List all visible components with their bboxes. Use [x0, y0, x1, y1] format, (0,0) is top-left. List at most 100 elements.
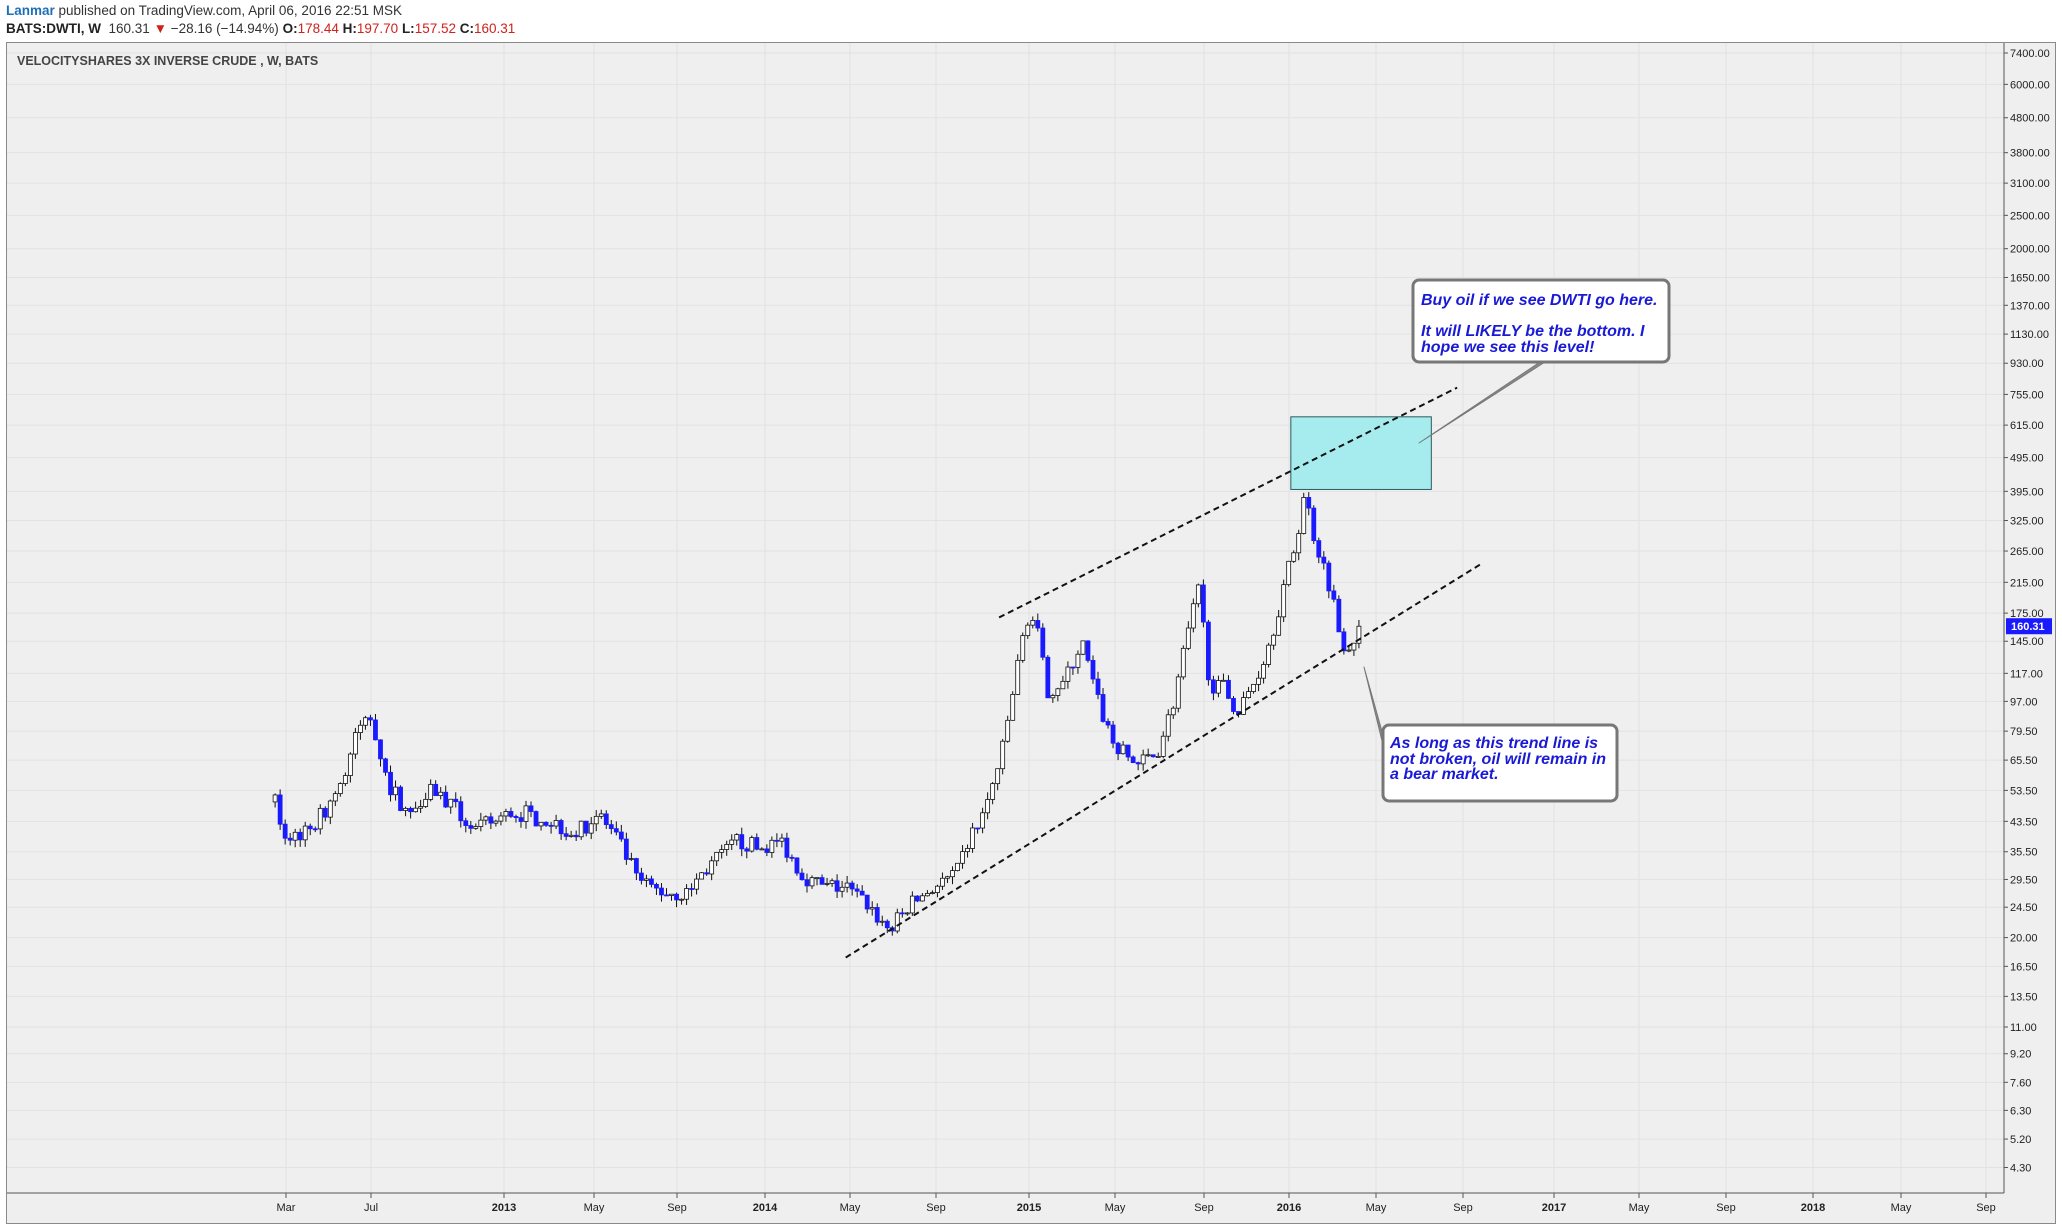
- candle: [1050, 695, 1056, 699]
- x-tick-label: Sep: [1194, 1202, 1214, 1214]
- y-tick-label: 930.00: [2010, 358, 2044, 370]
- close-value: 160.31: [474, 21, 516, 36]
- callout-text: not broken, oil will remain in: [1390, 751, 1606, 768]
- candle: [844, 882, 850, 888]
- candle: [413, 807, 419, 813]
- x-tick-label: 2014: [753, 1202, 778, 1214]
- candle: [1281, 584, 1287, 618]
- candle: [513, 816, 519, 819]
- last-price-tag: [2006, 618, 2052, 635]
- y-tick-label: 1370.00: [2010, 300, 2050, 312]
- candle: [834, 880, 840, 892]
- candle: [322, 807, 328, 818]
- y-tick-label: 7.60: [2010, 1077, 2031, 1089]
- candle: [423, 798, 429, 807]
- candle: [1246, 691, 1251, 699]
- candle: [282, 823, 288, 839]
- candle: [769, 839, 775, 853]
- y-tick-label: 65.50: [2010, 755, 2038, 767]
- candle: [1065, 666, 1071, 682]
- price-chart[interactable]: Buy oil if we see DWTI go here. It will L…: [7, 43, 2055, 1223]
- candle: [523, 805, 529, 822]
- candle: [463, 820, 469, 826]
- y-tick-label: 215.00: [2010, 577, 2044, 589]
- open-value: 178.44: [297, 21, 339, 36]
- candle: [739, 834, 745, 850]
- resistance-trendline[interactable]: [998, 386, 1458, 619]
- high-value: 197.70: [356, 21, 399, 36]
- candle: [1015, 659, 1021, 695]
- candle: [508, 811, 514, 817]
- candle: [704, 872, 710, 875]
- candle: [884, 920, 890, 929]
- candle: [1115, 742, 1121, 755]
- y-tick-label: 265.00: [2010, 546, 2044, 558]
- publish-text: published on TradingView.com, April 06, …: [54, 3, 403, 18]
- candle: [1085, 640, 1091, 661]
- candle: [1105, 721, 1111, 726]
- axes: 7400.00 6000.00 4800.00 3800.00 3100.00 2500.…: [7, 43, 2052, 1214]
- candle: [528, 805, 534, 812]
- target-zone-layer: [1290, 416, 1432, 490]
- candle: [317, 807, 323, 830]
- candle: [1351, 642, 1357, 651]
- candle: [1185, 627, 1191, 649]
- candle: [373, 719, 378, 741]
- y-tick-label: 79.50: [2010, 726, 2038, 738]
- y-tick-label: 6.30: [2010, 1105, 2031, 1117]
- candle: [749, 837, 755, 852]
- candle: [1216, 680, 1221, 694]
- candle: [839, 886, 845, 892]
- candle: [1276, 616, 1282, 636]
- candle: [1055, 688, 1061, 696]
- candle: [1296, 533, 1302, 554]
- x-tick-label: May: [1629, 1202, 1650, 1214]
- candle: [1045, 656, 1051, 699]
- candle: [433, 783, 439, 797]
- candle: [1331, 590, 1337, 600]
- open-label: O:: [282, 21, 298, 36]
- candle: [603, 813, 609, 825]
- candle: [307, 825, 313, 830]
- candle: [1306, 497, 1312, 509]
- candle: [1080, 640, 1086, 655]
- candle: [699, 872, 705, 880]
- x-tick-label: May: [1105, 1202, 1126, 1214]
- y-tick-label: 29.50: [2010, 874, 2038, 886]
- y-tick-label: 395.00: [2010, 486, 2044, 498]
- candle: [352, 732, 358, 755]
- y-tick-label: 97.00: [2010, 696, 2038, 708]
- candle: [644, 878, 649, 881]
- candle: [533, 811, 539, 827]
- candle: [503, 811, 509, 817]
- support-trendline[interactable]: [845, 561, 1484, 959]
- y-tick-label: 16.50: [2010, 961, 2038, 973]
- candle: [438, 791, 444, 797]
- candle: [689, 888, 694, 890]
- candle: [393, 786, 398, 796]
- y-tick-label: 13.50: [2010, 991, 2038, 1003]
- candle: [398, 786, 403, 811]
- callout-box: [1381, 723, 1619, 803]
- chart-area[interactable]: Buy oil if we see DWTI go here. It will L…: [6, 42, 2056, 1224]
- candle: [724, 844, 730, 850]
- candle: [478, 819, 484, 827]
- y-tick-label: 9.20: [2010, 1049, 2031, 1061]
- buy-oil-callout[interactable]: Buy oil if we see DWTI go here. It will L…: [1411, 278, 1671, 444]
- y-tick-label: 3800.00: [2010, 148, 2050, 160]
- candle: [874, 907, 880, 923]
- candle: [1221, 679, 1226, 682]
- candle: [679, 898, 684, 901]
- x-tick-label: Sep: [667, 1202, 687, 1214]
- candle: [919, 895, 925, 902]
- candle: [287, 837, 293, 841]
- candle: [448, 798, 454, 808]
- candle: [1125, 744, 1131, 758]
- trendlines: [845, 386, 1484, 959]
- candle: [593, 815, 599, 825]
- author-link[interactable]: Lanmar: [6, 3, 55, 18]
- candle: [854, 888, 860, 892]
- candle: [1241, 697, 1246, 715]
- candle: [1040, 627, 1046, 658]
